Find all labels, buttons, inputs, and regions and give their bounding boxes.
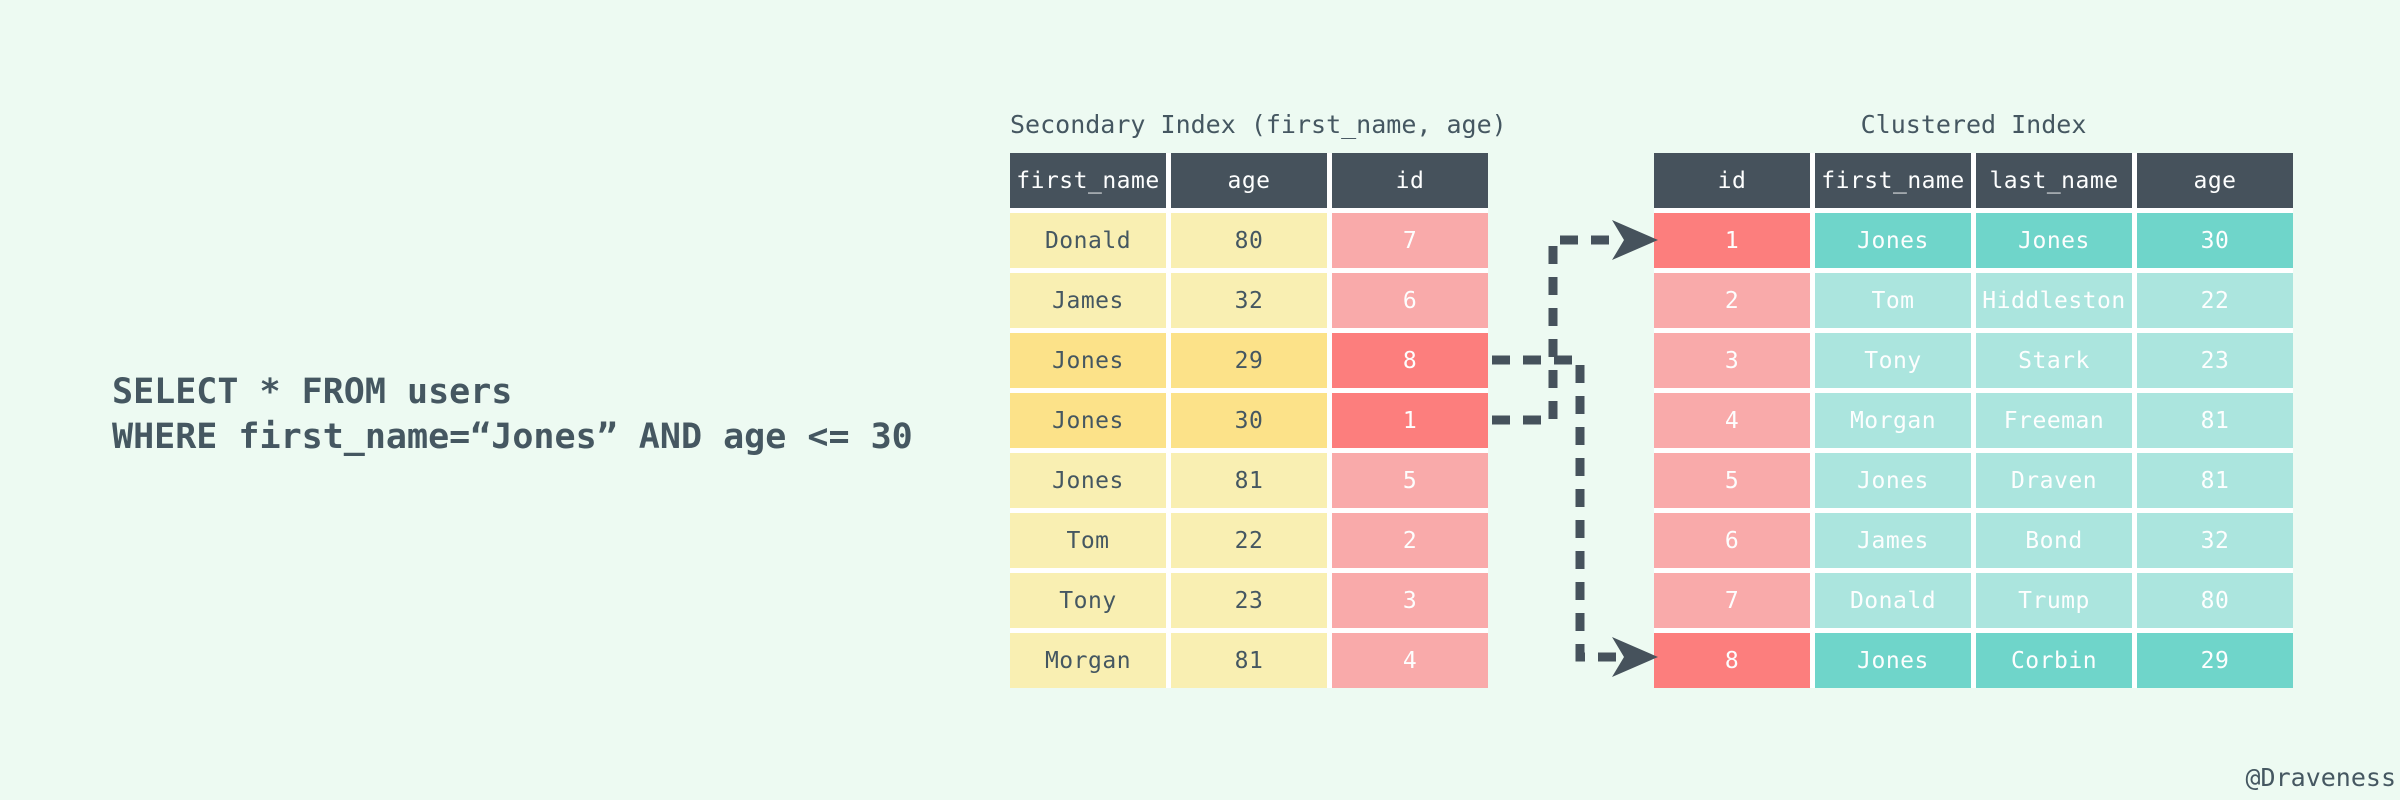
clustered-index-table-cell-r2-id: 2 (1654, 273, 1810, 328)
clustered-index-table-cell-r1-first_name: Jones (1815, 213, 1971, 268)
arrowhead-to-clustered-row8 (1612, 637, 1658, 677)
clustered-index-table-cell-r4-id: 4 (1654, 393, 1810, 448)
clustered-index-table-cell-r3-first_name: Tony (1815, 333, 1971, 388)
clustered-index-table-cell-r5-last_name: Draven (1976, 453, 2132, 508)
secondary-index-table: first_name age id Donald 80 7 James 32 6 Jones 29 8… (1010, 153, 1488, 688)
secondary-index-table-header-first_name: first_name (1010, 153, 1166, 208)
secondary-index-table-cell-r3-first_name: Jones (1010, 333, 1166, 388)
clustered-index-table-cell-r4-age: 81 (2137, 393, 2293, 448)
secondary-index-table-cell-r4-first_name: Jones (1010, 393, 1166, 448)
secondary-index-table-cell-r3-id: 8 (1332, 333, 1488, 388)
secondary-index-table-cell-r4-id: 1 (1332, 393, 1488, 448)
clustered-index-table-cell-r3-age: 23 (2137, 333, 2293, 388)
clustered-index-table-cell-r2-first_name: Tom (1815, 273, 1971, 328)
secondary-index-table-cell-r8-age: 81 (1171, 633, 1327, 688)
secondary-index-table-cell-r2-age: 32 (1171, 273, 1327, 328)
secondary-index-table-cell-r7-id: 3 (1332, 573, 1488, 628)
lookup-arrow-line-id1 (1492, 235, 1616, 425)
clustered-index-table-cell-r7-last_name: Trump (1976, 573, 2132, 628)
clustered-index-table: id first_name last_name age 1 Jones Jones 30 2 To… (1654, 153, 2293, 688)
arrowhead-to-clustered-row1 (1612, 220, 1658, 260)
secondary-index-table-cell-r6-id: 2 (1332, 513, 1488, 568)
secondary-index-table-header-age: age (1171, 153, 1327, 208)
secondary-index-table-cell-r1-first_name: Donald (1010, 213, 1166, 268)
clustered-index-table-cell-r1-id: 1 (1654, 213, 1810, 268)
secondary-index-table-cell-r6-first_name: Tom (1010, 513, 1166, 568)
secondary-index-table-cell-r8-first_name: Morgan (1010, 633, 1166, 688)
clustered-index-table-cell-r8-first_name: Jones (1815, 633, 1971, 688)
clustered-index-table-cell-r1-age: 30 (2137, 213, 2293, 268)
secondary-index-title: Secondary Index (first_name, age) (1010, 110, 1507, 139)
sql-query: SELECT * FROM users WHERE first_name=“Jo… (112, 370, 913, 460)
lookup-arrow-line-id8 (1492, 355, 1616, 662)
clustered-index-table-cell-r2-age: 22 (2137, 273, 2293, 328)
clustered-index-table-header-age: age (2137, 153, 2293, 208)
clustered-index-table-header-last_name: last_name (1976, 153, 2132, 208)
secondary-index-table-cell-r5-first_name: Jones (1010, 453, 1166, 508)
secondary-index-table-header-id: id (1332, 153, 1488, 208)
clustered-index-table-cell-r7-id: 7 (1654, 573, 1810, 628)
credit: @Draveness (2245, 763, 2396, 792)
clustered-index-table-cell-r7-age: 80 (2137, 573, 2293, 628)
clustered-index-table-cell-r5-first_name: Jones (1815, 453, 1971, 508)
clustered-index-table-cell-r4-last_name: Freeman (1976, 393, 2132, 448)
clustered-index-table-cell-r6-age: 32 (2137, 513, 2293, 568)
clustered-index-table-cell-r3-last_name: Stark (1976, 333, 2132, 388)
clustered-index-table-cell-r3-id: 3 (1654, 333, 1810, 388)
clustered-index-table-cell-r7-first_name: Donald (1815, 573, 1971, 628)
clustered-index-table-header-id: id (1654, 153, 1810, 208)
clustered-index-table-cell-r4-first_name: Morgan (1815, 393, 1971, 448)
clustered-index-table-cell-r5-age: 81 (2137, 453, 2293, 508)
sql-query-line2: WHERE first_name=“Jones” AND age <= 30 (112, 417, 913, 457)
secondary-index-table-cell-r4-age: 30 (1171, 393, 1327, 448)
clustered-index-table-cell-r6-last_name: Bond (1976, 513, 2132, 568)
clustered-index-table-cell-r1-last_name: Jones (1976, 213, 2132, 268)
clustered-index-table-cell-r2-last_name: Hiddleston (1976, 273, 2132, 328)
secondary-index-table-cell-r7-first_name: Tony (1010, 573, 1166, 628)
secondary-index-table-cell-r2-first_name: James (1010, 273, 1166, 328)
clustered-index-title: Clustered Index (1860, 110, 2087, 139)
clustered-index-table-cell-r8-id: 8 (1654, 633, 1810, 688)
secondary-index-table-cell-r1-id: 7 (1332, 213, 1488, 268)
secondary-index-table-cell-r5-id: 5 (1332, 453, 1488, 508)
secondary-index-table-cell-r5-age: 81 (1171, 453, 1327, 508)
clustered-index-table-cell-r5-id: 5 (1654, 453, 1810, 508)
sql-query-line1: SELECT * FROM users (112, 372, 513, 412)
secondary-index-table-cell-r2-id: 6 (1332, 273, 1488, 328)
secondary-index-table-cell-r1-age: 80 (1171, 213, 1327, 268)
secondary-index-table-cell-r7-age: 23 (1171, 573, 1327, 628)
secondary-index-table-cell-r3-age: 29 (1171, 333, 1327, 388)
clustered-index-table-cell-r8-last_name: Corbin (1976, 633, 2132, 688)
clustered-index-table-cell-r6-first_name: James (1815, 513, 1971, 568)
clustered-index-table-cell-r6-id: 6 (1654, 513, 1810, 568)
secondary-index-table-cell-r8-id: 4 (1332, 633, 1488, 688)
secondary-index-table-cell-r6-age: 22 (1171, 513, 1327, 568)
clustered-index-table-header-first_name: first_name (1815, 153, 1971, 208)
clustered-index-table-cell-r8-age: 29 (2137, 633, 2293, 688)
